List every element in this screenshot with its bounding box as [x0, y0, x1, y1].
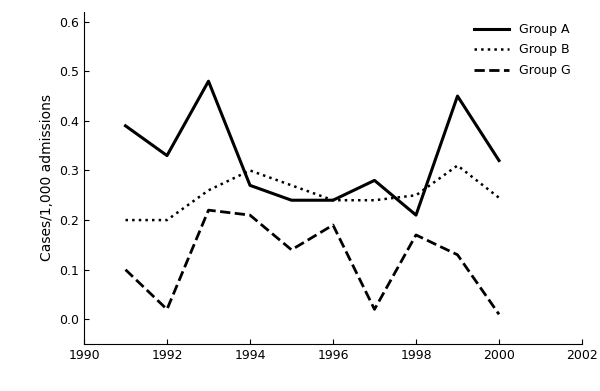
Group A	[122, 124, 129, 128]
Group B	[371, 198, 378, 203]
Group A	[163, 153, 170, 158]
Group G	[247, 213, 254, 217]
Group A	[412, 213, 419, 217]
Group B	[496, 196, 503, 200]
Group A	[288, 198, 295, 203]
Line: Group A: Group A	[125, 81, 499, 215]
Group B	[163, 218, 170, 222]
Group A	[371, 178, 378, 183]
Group B	[247, 168, 254, 173]
Group G	[205, 208, 212, 212]
Group B	[329, 198, 337, 203]
Y-axis label: Cases/1,000 admissions: Cases/1,000 admissions	[40, 94, 53, 262]
Group G	[163, 307, 170, 312]
Group B	[205, 188, 212, 193]
Group B	[412, 193, 419, 197]
Group G	[412, 233, 419, 237]
Group G	[496, 312, 503, 317]
Group G	[329, 223, 337, 228]
Group G	[454, 253, 461, 257]
Group A	[454, 94, 461, 99]
Line: Group G: Group G	[125, 210, 499, 314]
Group A	[496, 158, 503, 163]
Group B	[122, 218, 129, 222]
Group A	[205, 79, 212, 84]
Group B	[454, 163, 461, 168]
Group A	[247, 183, 254, 188]
Legend: Group A, Group B, Group G: Group A, Group B, Group G	[469, 18, 576, 82]
Group G	[371, 307, 378, 312]
Line: Group B: Group B	[125, 165, 499, 220]
Group G	[288, 248, 295, 252]
Group B	[288, 183, 295, 188]
Group A	[329, 198, 337, 203]
Group G	[122, 267, 129, 272]
